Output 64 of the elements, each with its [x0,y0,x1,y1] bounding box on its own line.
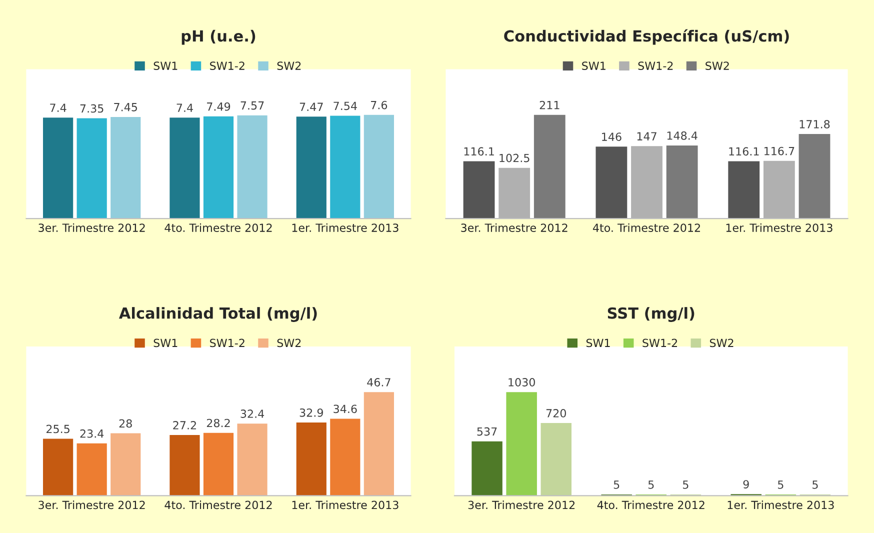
data-label: 720 [546,409,566,418]
x-tick-label: 1er. Trimestre 2013 [726,223,832,232]
legend-label: SW1-2 [210,338,244,348]
data-label: 5 [683,480,688,489]
data-label: 7.4 [50,104,66,112]
data-label: 23.4 [80,429,104,438]
data-label: 28.2 [206,418,230,428]
legend-label: SW1 [586,338,610,348]
x-tick-label: 3er. Trimestre 2012 [38,223,145,232]
legend-label: SW1-2 [638,62,673,70]
data-label: 34.6 [334,404,357,414]
x-tick-label: 4to. Trimestre 2012 [592,223,700,232]
data-label: 25.5 [46,424,70,434]
data-label: 9 [743,480,749,488]
data-label: 32.4 [240,410,264,418]
data-label: 1030 [508,378,535,386]
data-label: 116.1 [729,147,759,156]
legend-label: SW2 [277,338,301,348]
data-label: 5 [614,480,620,489]
data-label: 147 [637,132,656,140]
x-tick-label: 4to. Trimestre 2012 [164,500,272,510]
data-label: 32.9 [300,408,323,417]
data-label: 46.7 [367,378,390,386]
legend-label: SW2 [710,338,734,348]
data-label: 7.45 [114,103,138,112]
data-label: 5 [648,480,654,489]
legend-label: SW1-2 [642,338,677,348]
data-label: 116.1 [464,147,494,156]
chart-title: SST (mg/l) [608,307,694,322]
data-label: 7.49 [207,102,230,111]
x-tick-label: 3er. Trimestre 2012 [461,223,568,232]
data-label: 171.8 [800,120,830,128]
x-tick-label: 4to. Trimestre 2012 [164,223,272,232]
data-label: 7.4 [176,104,193,112]
chart-title: Alcalinidad Total (mg/l) [118,307,317,322]
x-tick-label: 4to. Trimestre 2012 [597,500,704,510]
data-label: 28 [119,419,132,428]
data-label: 7.57 [240,101,264,110]
data-label: 7.35 [80,104,104,113]
x-tick-label: 1er. Trimestre 2013 [728,500,834,510]
x-tick-label: 3er. Trimestre 2012 [38,500,145,510]
legend-label: SW1 [582,62,606,70]
data-label: 148.4 [667,131,698,140]
data-label: 211 [540,100,560,110]
chart-title: Conductividad Específica (uS/cm) [504,29,789,45]
data-label: 7.47 [300,102,323,111]
data-label: 102.5 [500,154,530,162]
legend-label: SW2 [706,62,729,70]
x-tick-label: 3er. Trimestre 2012 [468,500,575,510]
legend-label: SW1 [154,62,178,70]
chart-title: pH (u.e.) [182,30,256,45]
data-label: 7.54 [334,102,357,110]
legend-label: SW1-2 [210,62,244,70]
data-label: 146 [602,132,622,141]
data-label: 5 [778,480,784,489]
data-label: 116.7 [764,146,794,156]
legend-label: SW2 [277,62,301,70]
legend-label: SW1 [154,338,178,348]
x-tick-label: 1er. Trimestre 2013 [292,500,398,510]
data-label: 537 [477,427,497,436]
data-label: 7.6 [371,100,388,110]
data-label: 27.2 [173,421,196,430]
x-tick-label: 1er. Trimestre 2013 [292,223,398,232]
data-label: 5 [812,480,818,489]
